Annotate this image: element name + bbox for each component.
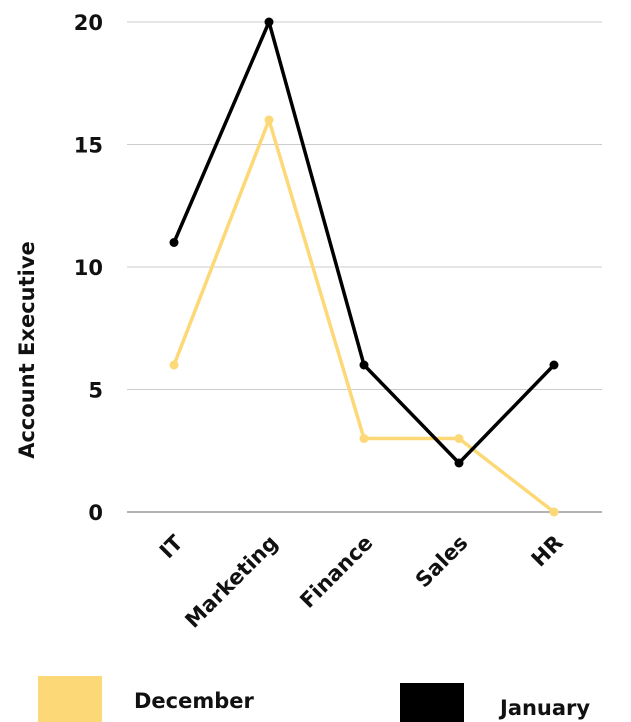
y-tick-label: 15 — [74, 134, 103, 158]
data-point — [169, 360, 179, 370]
y-tick-label: 5 — [88, 379, 103, 403]
legend: December January — [38, 676, 590, 722]
grid-lines — [127, 21, 602, 513]
data-point — [454, 434, 464, 443]
x-tick-label: IT — [155, 530, 188, 563]
data-point — [169, 238, 179, 247]
legend-label: December — [134, 689, 255, 713]
x-tick-label: Marketing — [181, 531, 283, 633]
legend-label: January — [498, 696, 590, 720]
data-point — [264, 115, 274, 125]
data-point — [549, 360, 559, 370]
x-tick-label: HR — [527, 531, 568, 572]
legend-swatch — [400, 683, 464, 722]
x-tick-label: Finance — [295, 531, 377, 613]
data-point — [549, 507, 559, 517]
data-point — [359, 360, 369, 370]
y-tick-label: 0 — [88, 501, 103, 525]
data-point — [359, 434, 369, 443]
series-line — [172, 20, 556, 465]
data-point — [264, 17, 274, 27]
y-tick-label: 20 — [74, 11, 103, 35]
y-tick-label: 10 — [74, 256, 103, 280]
y-axis-ticks: 0 5 10 15 20 — [74, 11, 103, 525]
x-tick-label: Sales — [411, 531, 473, 593]
legend-swatch — [38, 676, 102, 722]
data-point — [454, 458, 464, 468]
series-group — [169, 17, 559, 517]
y-axis-label: Account Executive — [15, 241, 39, 459]
series-line — [172, 118, 556, 514]
